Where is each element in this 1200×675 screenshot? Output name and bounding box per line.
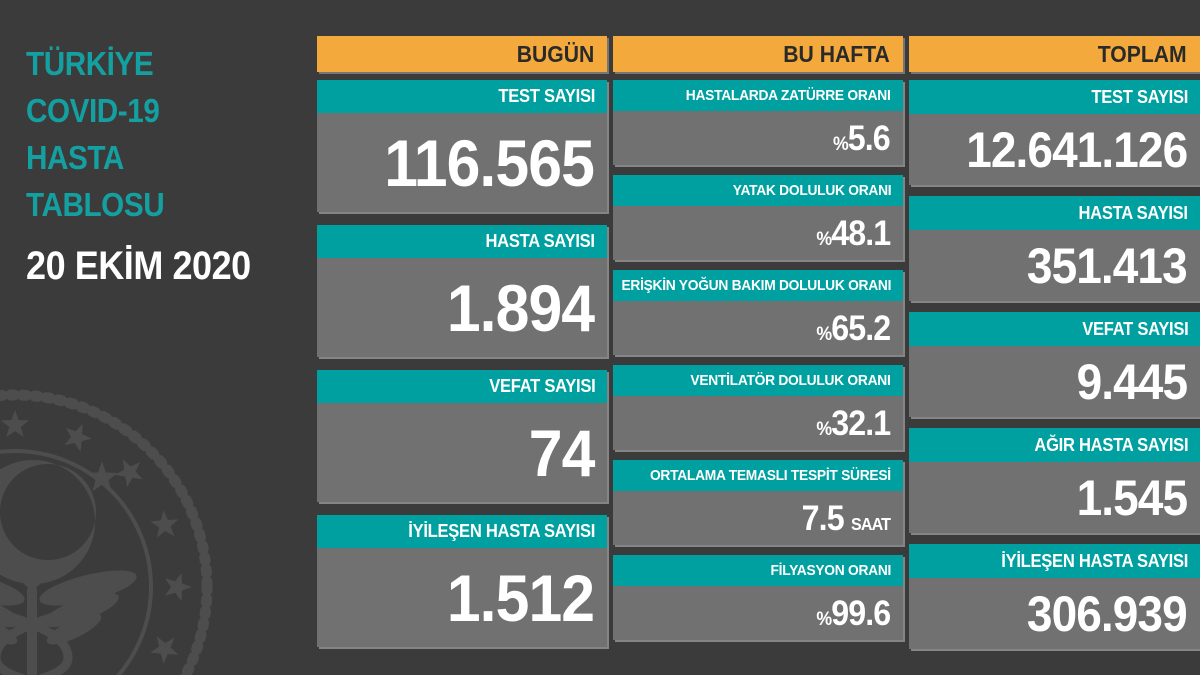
stat-number: 48.1 — [831, 213, 891, 253]
stat-number: 74 — [528, 415, 595, 490]
stat-number: 1.545 — [1076, 469, 1187, 526]
stat-value: 351.413 — [1027, 237, 1188, 294]
crescent-and-star-icon — [0, 460, 118, 584]
stat-label: HASTA SAYISI — [485, 231, 596, 251]
column-header-label: TOPLAM — [1098, 40, 1187, 67]
date-label: 20 EKİM 2020 — [26, 244, 251, 288]
percent-sign: % — [816, 228, 832, 250]
column-header-toplam: TOPLAM — [909, 36, 1200, 72]
stat-value: 306.939 — [1027, 585, 1188, 642]
column-header-bu-hafta: BU HAFTA — [613, 36, 903, 72]
stat-value: %48.1 — [816, 213, 891, 253]
stat-value: %99.6 — [816, 593, 891, 633]
stat-label: FİLYASYON ORANI — [770, 562, 891, 579]
page-title: TÜRKİYE COVID-19 HASTA TABLOSU — [26, 40, 165, 228]
stat-label: TEST SAYISI — [1091, 86, 1188, 107]
stat-label: HASTA SAYISI — [1078, 202, 1189, 223]
stat-number: 7.5 — [801, 498, 845, 538]
stat-card: ORTALAMA TEMASLI TESPİT SÜRESİ 7.5 SAAT — [613, 460, 903, 545]
page-title-line: COVID-19 — [26, 92, 160, 129]
stat-value: 116.565 — [384, 130, 595, 196]
stat-value: 74 — [528, 420, 595, 486]
stat-number: 5.6 — [847, 118, 891, 158]
stat-label: HASTALARDA ZATÜRRE ORANI — [686, 87, 891, 104]
stat-value: 1.894 — [447, 275, 595, 341]
stat-value: 12.641.126 — [965, 121, 1188, 178]
stat-label: AĞIR HASTA SAYISI — [1034, 434, 1188, 455]
stat-label: VEFAT SAYISI — [1081, 318, 1188, 339]
stat-number: 32.1 — [831, 403, 891, 443]
stat-card: İYİLEŞEN HASTA SAYISI 306.939 — [909, 544, 1200, 649]
column-toplam: TOPLAM TEST SAYISI 12.641.126 HASTA SAYI… — [909, 36, 1200, 649]
stat-label: ORTALAMA TEMASLI TESPİT SÜRESİ — [650, 467, 891, 484]
stat-card: TEST SAYISI 116.565 — [317, 80, 607, 212]
stat-label: YATAK DOLULUK ORANI — [732, 182, 891, 199]
stat-number: 65.2 — [831, 308, 891, 348]
stat-card: YATAK DOLULUK ORANI %48.1 — [613, 175, 903, 260]
stat-label: İYİLEŞEN HASTA SAYISI — [408, 521, 595, 541]
stat-number: 116.565 — [384, 125, 595, 200]
stat-card: HASTA SAYISI 1.894 — [317, 225, 607, 357]
stat-number: 1.894 — [446, 270, 595, 345]
rope-ring — [0, 389, 213, 675]
stat-label: ERİŞKİN YOĞUN BAKIM DOLULUK ORANI — [621, 277, 891, 294]
stat-number: 1.512 — [446, 560, 595, 635]
percent-sign: % — [816, 418, 832, 440]
stat-card: VEFAT SAYISI 74 — [317, 370, 607, 502]
stat-value: 9.445 — [1076, 357, 1187, 407]
stat-label: İYİLEŞEN HASTA SAYISI — [1001, 550, 1188, 571]
stat-number: 99.6 — [831, 593, 891, 633]
column-header-label: BUGÜN — [516, 40, 594, 67]
stat-value: %32.1 — [816, 403, 891, 443]
stat-number: 9.445 — [1076, 353, 1187, 410]
stat-value: %65.2 — [816, 308, 891, 348]
column-header-bugun: BUGÜN — [317, 36, 607, 72]
page-title-line: HASTA — [26, 139, 124, 176]
stat-value: 1.545 — [1076, 473, 1187, 523]
stat-card: AĞIR HASTA SAYISI 1.545 — [909, 428, 1200, 533]
stat-card: FİLYASYON ORANI %99.6 — [613, 555, 903, 640]
column-bu-hafta: BU HAFTA HASTALARDA ZATÜRRE ORANI %5.6 Y… — [613, 36, 903, 640]
stat-number: 306.939 — [1027, 585, 1188, 642]
stat-label: VEFAT SAYISI — [488, 376, 595, 396]
stat-label: TEST SAYISI — [498, 86, 595, 106]
column-bugun: BUGÜN TEST SAYISI 116.565 HASTA SAYISI 1… — [317, 36, 607, 647]
page-title-line: TÜRKİYE — [26, 45, 154, 82]
stat-card: HASTA SAYISI 351.413 — [909, 196, 1200, 301]
stat-card: VENTİLATÖR DOLULUK ORANI %32.1 — [613, 365, 903, 450]
stat-label: VENTİLATÖR DOLULUK ORANI — [690, 372, 891, 389]
inner-ring — [0, 449, 153, 675]
page-title-line: TABLOSU — [26, 186, 165, 223]
stat-card: ERİŞKİN YOĞUN BAKIM DOLULUK ORANI %65.2 — [613, 270, 903, 355]
stat-card: VEFAT SAYISI 9.445 — [909, 312, 1200, 417]
stat-value: %5.6 — [833, 118, 891, 158]
stat-number: 12.641.126 — [965, 121, 1188, 178]
column-header-label: BU HAFTA — [783, 40, 890, 67]
percent-sign: % — [816, 323, 832, 345]
stat-number: 351.413 — [1027, 237, 1188, 294]
unit-label: SAAT — [851, 513, 891, 534]
percent-sign: % — [833, 133, 849, 155]
stat-card: İYİLEŞEN HASTA SAYISI 1.512 — [317, 515, 607, 647]
stat-card: TEST SAYISI 12.641.126 — [909, 80, 1200, 185]
stat-card: HASTALARDA ZATÜRRE ORANI %5.6 — [613, 80, 903, 165]
stat-value: 7.5 SAAT — [801, 498, 891, 538]
caduceus-icon — [0, 568, 137, 675]
ministry-of-health-emblem-icon — [0, 389, 213, 675]
stat-value: 1.512 — [447, 565, 595, 631]
percent-sign: % — [816, 608, 832, 630]
